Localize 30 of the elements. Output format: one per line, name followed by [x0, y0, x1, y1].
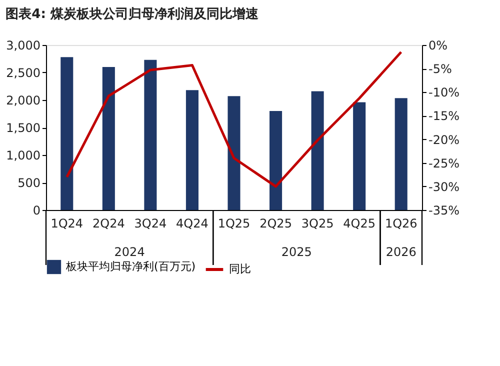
y2-tick-label: -10%: [428, 86, 460, 100]
y2-tick-label: -15%: [428, 109, 460, 124]
y2-tick-label: -20%: [428, 132, 460, 147]
y2-tick-label: -35%: [428, 204, 460, 218]
chart-title: 图表4: 煤炭板块公司归母净利润及同比增速: [6, 6, 260, 22]
legend-label: 板块平均归母净利(百万元): [65, 260, 196, 273]
x-tick-label: 3Q25: [301, 216, 334, 230]
y-tick-label: 500: [18, 176, 40, 190]
x-tick-label: 1Q25: [218, 216, 250, 230]
x-tick-label: 4Q25: [343, 216, 376, 230]
x-tick-label: 3Q24: [134, 216, 167, 230]
y-tick-label: 0: [32, 204, 40, 218]
x-tick-label: 1Q24: [50, 216, 84, 230]
y-tick-label: 1,000: [6, 148, 40, 162]
y2-tick-label: -5%: [428, 62, 452, 76]
y-tick-label: 2,000: [6, 94, 40, 108]
x-tick-label: 4Q24: [176, 216, 208, 230]
y-tick-label: 3,000: [6, 38, 40, 52]
x-tick-label: 2Q25: [260, 216, 292, 230]
x-tick-label: 2Q24: [92, 216, 125, 230]
text: 2024: [114, 245, 145, 259]
x-tick-label: 1Q26: [384, 216, 418, 230]
legend-label: 同比: [229, 262, 251, 276]
text: 2025: [281, 245, 312, 259]
y2-tick-label: 0%: [428, 38, 448, 52]
y2-tick-label: -30%: [428, 180, 460, 194]
text: 2026: [386, 245, 416, 259]
y2-tick-label: -25%: [428, 156, 460, 170]
y-tick-label: 1,500: [6, 121, 40, 135]
y-tick-label: 2,500: [6, 66, 40, 80]
